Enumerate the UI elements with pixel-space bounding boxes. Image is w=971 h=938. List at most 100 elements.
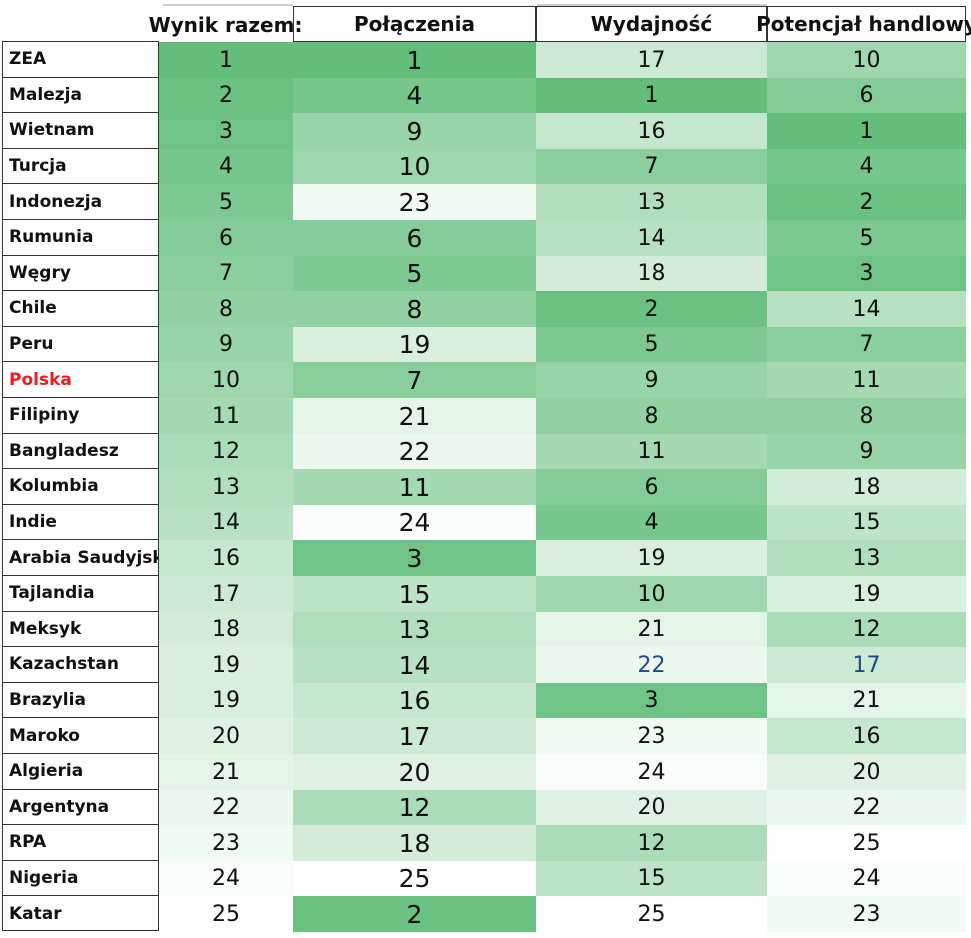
heatmap-cell-overall: 8 [159, 291, 293, 328]
heatmap-cell-performance: 15 [536, 860, 767, 897]
heatmap-cell-connections: 22 [293, 433, 536, 470]
country-label: Indie [3, 505, 158, 541]
heatmap-cell-connections: 1 [293, 42, 536, 79]
heatmap-cell-overall: 6 [159, 220, 293, 257]
heatmap-cell-overall: 9 [159, 326, 293, 363]
heatmap-cell-overall: 10 [159, 362, 293, 399]
heatmap-cell-connections: 15 [293, 576, 536, 613]
heatmap-cell-performance: 2 [536, 291, 767, 328]
country-label: Polska [3, 362, 158, 398]
heatmap-cell-connections: 25 [293, 860, 536, 897]
heatmap-cell-trade-potential: 7 [767, 326, 966, 363]
country-label: Malezja [3, 78, 158, 114]
country-label: Arabia Saudyjska [3, 540, 158, 576]
heatmap-cell-trade-potential: 21 [767, 682, 966, 719]
heatmap-cell-performance: 14 [536, 220, 767, 257]
header-performance: Wydajność [536, 6, 767, 42]
heatmap-cell-trade-potential: 13 [767, 540, 966, 577]
heatmap-cell-performance: 23 [536, 718, 767, 755]
country-label: Meksyk [3, 612, 158, 648]
heatmap-cell-performance: 1 [536, 77, 767, 114]
header-overall: Wynik razem: [148, 13, 303, 37]
heatmap-cell-trade-potential: 3 [767, 255, 966, 292]
heatmap-cell-performance: 18 [536, 255, 767, 292]
heatmap-cell-trade-potential: 2 [767, 184, 966, 221]
heatmap-cell-overall: 19 [159, 647, 293, 684]
heatmap-cell-performance: 12 [536, 825, 767, 862]
heatmap-cell-trade-potential: 1 [767, 113, 966, 150]
heatmap-cell-connections: 10 [293, 148, 536, 185]
heatmap-cell-trade-potential: 17 [767, 647, 966, 684]
heatmap-cell-performance: 3 [536, 682, 767, 719]
heatmap-cell-overall: 18 [159, 611, 293, 648]
heatmap-cell-overall: 19 [159, 682, 293, 719]
heatmap-cell-connections: 17 [293, 718, 536, 755]
country-label: Kolumbia [3, 469, 158, 505]
heatmap-cell-overall: 1 [159, 42, 293, 79]
heatmap-cell-trade-potential: 10 [767, 42, 966, 79]
heatmap-cell-connections: 4 [293, 77, 536, 114]
heatmap-cell-trade-potential: 24 [767, 860, 966, 897]
heatmap-cell-connections: 6 [293, 220, 536, 257]
heatmap-cell-connections: 13 [293, 611, 536, 648]
country-label: Algieria [3, 754, 158, 790]
heatmap-cell-performance: 8 [536, 398, 767, 435]
heatmap-cell-performance: 24 [536, 754, 767, 791]
country-label: Kazachstan [3, 647, 158, 683]
country-label: Indonezja [3, 184, 158, 220]
heatmap-cell-overall: 17 [159, 576, 293, 613]
heatmap-cell-trade-potential: 8 [767, 398, 966, 435]
heatmap-cell-trade-potential: 25 [767, 825, 966, 862]
heatmap-cell-connections: 23 [293, 184, 536, 221]
heatmap-cell-connections: 3 [293, 540, 536, 577]
heatmap-cell-trade-potential: 16 [767, 718, 966, 755]
heatmap-cell-performance: 11 [536, 433, 767, 470]
country-label: Katar [9, 904, 62, 925]
heatmap-cell-connections: 12 [293, 789, 536, 826]
heatmap-cell-overall: 14 [159, 504, 293, 541]
heatmap-cell-overall: 5 [159, 184, 293, 221]
country-label: Węgry [3, 256, 158, 292]
heatmap-cell-connections: 19 [293, 326, 536, 363]
country-name-column: ZEA Malezja Wietnam Turcja Indonezja Rumunia W… [2, 41, 159, 931]
heatmap-cell-overall: 13 [159, 469, 293, 506]
heatmap-cell-connections: 8 [293, 291, 536, 328]
heatmap-cell-overall: 23 [159, 825, 293, 862]
heatmap-cell-overall: 3 [159, 113, 293, 150]
country-label: Filipiny [3, 398, 158, 434]
heatmap-cell-overall: 22 [159, 789, 293, 826]
heatmap-cell-trade-potential: 4 [767, 148, 966, 185]
heatmap-cell-performance: 6 [536, 469, 767, 506]
country-label: Peru [3, 327, 158, 363]
heatmap-cell-performance: 17 [536, 42, 767, 79]
heatmap-cell-performance: 16 [536, 113, 767, 150]
heatmap-cell-connections: 11 [293, 469, 536, 506]
heatmap-cell-overall: 24 [159, 860, 293, 897]
heatmap-cell-performance: 22 [536, 647, 767, 684]
heatmap-cell-performance: 25 [536, 896, 767, 933]
heatmap-cell-performance: 20 [536, 789, 767, 826]
heatmap-cell-connections: 9 [293, 113, 536, 150]
heatmap-cell-connections: 20 [293, 754, 536, 791]
heatmap-cell-trade-potential: 14 [767, 291, 966, 328]
country-label: Argentyna [3, 790, 158, 826]
heatmap-cell-trade-potential: 9 [767, 433, 966, 470]
heatmap-cell-trade-potential: 15 [767, 504, 966, 541]
heatmap-cell-trade-potential: 22 [767, 789, 966, 826]
heatmap-cell-connections: 24 [293, 504, 536, 541]
country-label: Tajlandia [3, 576, 158, 612]
heatmap-cell-overall: 12 [159, 433, 293, 470]
country-label: RPA [3, 825, 158, 861]
country-label: Chile [3, 291, 158, 327]
country-label: Brazylia [3, 683, 158, 719]
heatmap-cell-performance: 4 [536, 504, 767, 541]
heatmap-cell-overall: 7 [159, 255, 293, 292]
heatmap-cell-overall: 11 [159, 398, 293, 435]
heatmap-cell-trade-potential: 19 [767, 576, 966, 613]
heatmap-cell-connections: 5 [293, 255, 536, 292]
heatmap-cell-performance: 21 [536, 611, 767, 648]
country-label: Maroko [3, 718, 158, 754]
heatmap-cell-overall: 4 [159, 148, 293, 185]
header-trade-potential: Potencjał handlowy [756, 6, 971, 42]
